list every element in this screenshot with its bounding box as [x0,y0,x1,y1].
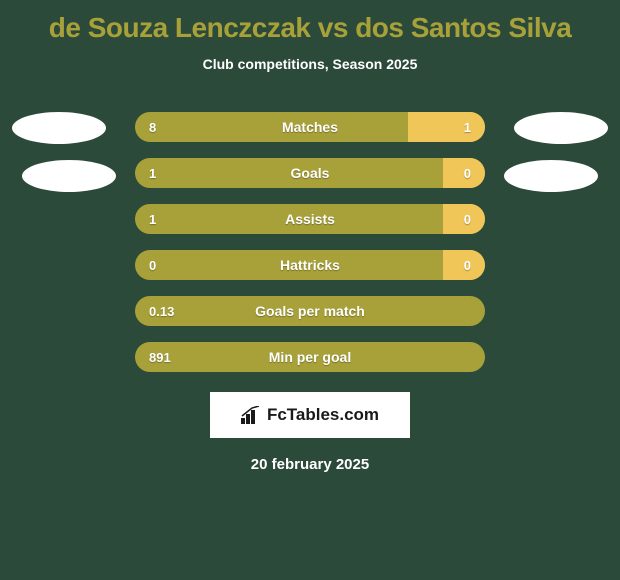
stat-value-left: 0 [149,258,156,273]
bar-segment-right [443,158,485,188]
stat-value-left: 0.13 [149,304,174,319]
chart-icon [241,406,263,424]
bar-segment-right [443,204,485,234]
stat-row: 1Assists0 [135,204,485,234]
bar-segment-right [408,112,485,142]
stats-container: 8Matches11Goals01Assists00Hattricks00.13… [0,112,620,372]
bars-list: 8Matches11Goals01Assists00Hattricks00.13… [0,112,620,372]
stat-label: Goals per match [135,303,485,319]
stat-row: 8Matches1 [135,112,485,142]
stat-label: Assists [135,211,485,227]
stat-row: 0.13Goals per match [135,296,485,326]
bar-segment-right [443,250,485,280]
logo-text: FcTables.com [267,405,379,425]
avatar-left-top [12,112,106,144]
stat-row: 891Min per goal [135,342,485,372]
stat-label: Hattricks [135,257,485,273]
logo-box: FcTables.com [210,392,410,438]
stat-value-left: 1 [149,166,156,181]
avatar-right-top [514,112,608,144]
date-text: 20 february 2025 [0,456,620,473]
stat-value-left: 8 [149,120,156,135]
stat-value-left: 1 [149,212,156,227]
subtitle: Club competitions, Season 2025 [0,56,620,72]
stat-value-left: 891 [149,350,171,365]
page-title: de Souza Lenczczak vs dos Santos Silva [0,0,620,44]
stat-row: 0Hattricks0 [135,250,485,280]
avatar-left-bottom [22,160,116,192]
stat-label: Goals [135,165,485,181]
stat-row: 1Goals0 [135,158,485,188]
stat-label: Min per goal [135,349,485,365]
avatar-right-bottom [504,160,598,192]
